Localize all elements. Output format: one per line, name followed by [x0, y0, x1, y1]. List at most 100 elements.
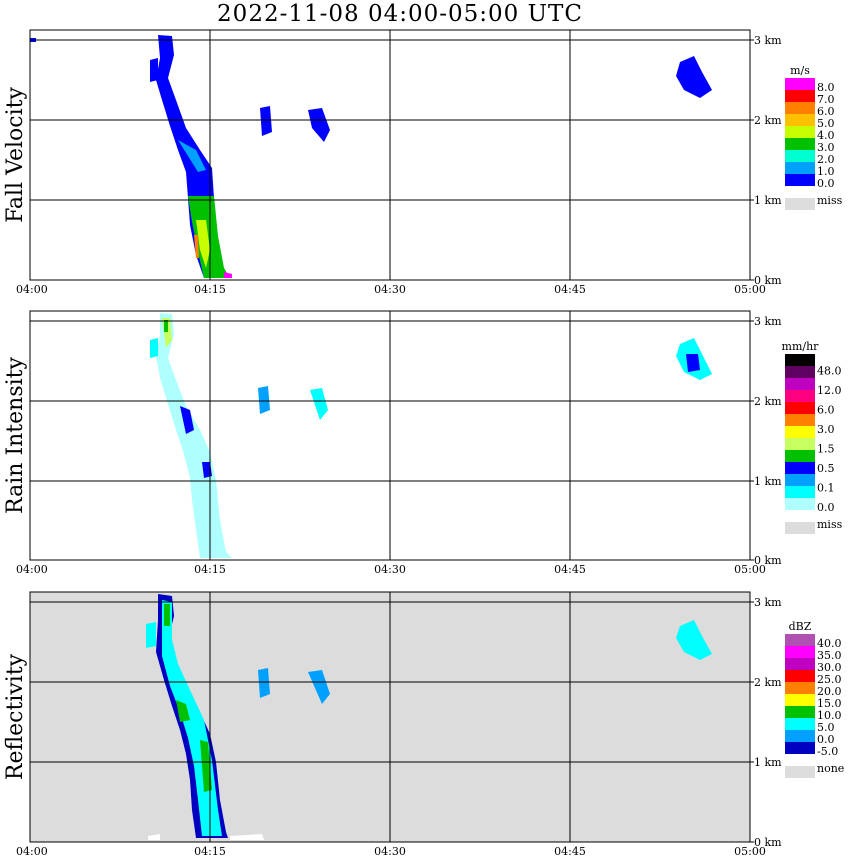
x-tick-label: 04:45: [554, 845, 586, 858]
y-tick-label: 0 km: [754, 554, 782, 567]
echo-region-1-2: [188, 196, 230, 278]
panel-ylabel: Rain Intensity: [3, 356, 28, 513]
legend-unit: m/s: [790, 64, 810, 77]
legend-swatch: [785, 126, 815, 138]
legend-swatch: [785, 730, 815, 742]
legend-swatch: [785, 474, 815, 486]
legend-label: 0.5: [817, 462, 835, 475]
x-tick-label: 04:45: [554, 563, 586, 576]
x-tick-label: 05:00: [734, 283, 766, 296]
legend-label: 2.0: [817, 153, 835, 166]
y-tick-label: 3 km: [754, 596, 782, 609]
panel-ylabel: Reflectivity: [3, 653, 28, 780]
x-tick-label: 04:00: [16, 845, 48, 858]
legend-label: 6.0: [817, 105, 835, 118]
echo-region-3-6: [146, 622, 156, 648]
x-tick-label: 04:15: [194, 845, 226, 858]
legend-label: 15.0: [817, 697, 842, 710]
legend-label: 4.0: [817, 129, 835, 142]
legend-swatch: [785, 78, 815, 90]
legend-swatch: [785, 354, 815, 366]
echo-region-2-3: [164, 320, 168, 332]
legend-swatch: [785, 646, 815, 658]
legend-label: 0.0: [817, 177, 835, 190]
legend-swatch: [785, 90, 815, 102]
echo-region-2-10: [686, 354, 700, 372]
legend-swatch: [785, 162, 815, 174]
page-title: 2022-11-08 04:00-05:00 UTC: [217, 1, 583, 27]
echo-region-2-8: [310, 388, 328, 420]
echo-region-3-5: [200, 740, 212, 792]
y-tick-label: 1 km: [754, 194, 782, 207]
legend-swatch: [785, 706, 815, 718]
echo-region-3-7: [258, 668, 270, 698]
y-tick-label: 1 km: [754, 756, 782, 769]
echo-region-3-10: [148, 834, 160, 840]
legend-label: 12.0: [817, 384, 842, 397]
x-tick-label: 04:30: [374, 283, 406, 296]
x-tick-label: 04:45: [554, 283, 586, 296]
legend-swatch: [785, 438, 815, 450]
legend-label: 25.0: [817, 673, 842, 686]
legend-unit: dBZ: [789, 620, 812, 633]
legend-missing-label: none: [817, 762, 844, 775]
legend-swatch: [785, 402, 815, 414]
echo-region-1-5: [224, 272, 232, 278]
x-tick-label: 05:00: [734, 563, 766, 576]
x-tick-label: 04:00: [16, 563, 48, 576]
y-tick-label: 0 km: [754, 274, 782, 287]
echo-region-1-10: [676, 56, 712, 98]
legend-swatch: [785, 658, 815, 670]
legend-swatch: [785, 390, 815, 402]
legend-missing-swatch: [785, 766, 815, 778]
legend-swatch: [785, 462, 815, 474]
panel-ylabel: Fall Velocity: [3, 87, 28, 223]
legend-swatch: [785, 138, 815, 150]
legend-label: 3.0: [817, 141, 835, 154]
legend-unit: mm/hr: [782, 340, 820, 353]
legend-missing-swatch: [785, 522, 815, 534]
legend-label: 8.0: [817, 81, 835, 94]
plot-frame: [29, 310, 751, 561]
echo-region-1-4: [194, 235, 199, 258]
legend-swatch: [785, 670, 815, 682]
echo-region-1-7: [150, 58, 158, 82]
legend-label: 6.0: [817, 404, 835, 417]
x-tick-label: 05:00: [734, 845, 766, 858]
echo-region-1-3: [196, 220, 210, 268]
x-tick-label: 04:30: [374, 563, 406, 576]
y-tick-label: 3 km: [754, 315, 782, 328]
legend-swatch: [785, 102, 815, 114]
legend-label: 5.0: [817, 721, 835, 734]
echo-region-1-9: [308, 108, 330, 142]
legend-label: 7.0: [817, 93, 835, 106]
legend-label: 5.0: [817, 117, 835, 130]
y-tick-label: 0 km: [754, 836, 782, 849]
legend-swatch: [785, 378, 815, 390]
legend-swatch: [785, 498, 815, 510]
legend-label: 30.0: [817, 661, 842, 674]
x-tick-label: 04:15: [194, 563, 226, 576]
legend-swatch: [785, 150, 815, 162]
legend-label: 0.1: [817, 482, 835, 495]
x-tick-label: 04:15: [194, 283, 226, 296]
y-tick-label: 1 km: [754, 475, 782, 488]
legend-swatch: [785, 718, 815, 730]
legend-swatch: [785, 694, 815, 706]
echo-region-1-6: [178, 140, 206, 172]
echo-region-2-6: [150, 338, 158, 358]
legend-missing-label: miss: [817, 194, 843, 207]
echo-region-1-8: [260, 106, 272, 136]
legend-missing-swatch: [785, 198, 815, 210]
y-tick-label: 2 km: [754, 676, 782, 689]
plot-frame: [29, 29, 751, 281]
legend-swatch: [785, 682, 815, 694]
y-tick-label: 2 km: [754, 114, 782, 127]
legend-label: 3.0: [817, 423, 835, 436]
x-tick-label: 04:30: [374, 845, 406, 858]
legend-label: -5.0: [817, 745, 838, 758]
echo-region-3-11: [230, 834, 264, 840]
legend-label: 10.0: [817, 709, 842, 722]
plot-frame: [29, 591, 751, 843]
legend-label: 20.0: [817, 685, 842, 698]
